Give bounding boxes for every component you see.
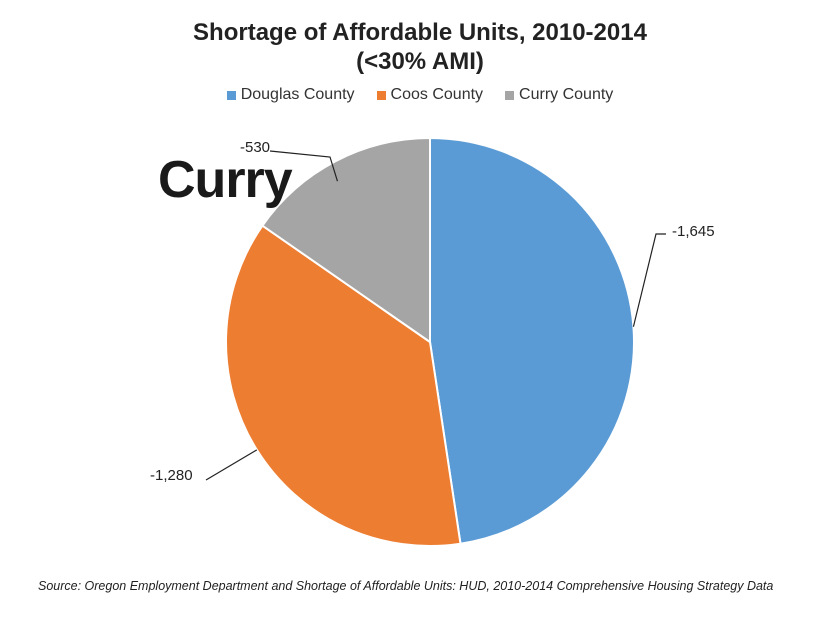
legend-label-coos: Coos County bbox=[390, 86, 484, 103]
source-note: Source: Oregon Employment Department and… bbox=[38, 579, 774, 593]
chart-subtitle: (<30% AMI) bbox=[356, 48, 484, 75]
pie-slice-curry bbox=[261, 136, 431, 344]
chart-legend: Douglas County Coos County Curry County bbox=[0, 86, 840, 104]
leader-line-douglas bbox=[632, 233, 666, 327]
legend-swatch-curry bbox=[505, 90, 515, 100]
data-label-curry: -530 bbox=[240, 139, 270, 156]
pie-slice-coos bbox=[225, 224, 462, 547]
legend-item-curry: Curry County bbox=[505, 86, 613, 104]
chart-title-main: Shortage of Affordable Units, 2010-2014 bbox=[193, 19, 647, 46]
leader-line-coos bbox=[205, 449, 258, 481]
leader-line-curry bbox=[269, 150, 339, 182]
legend-item-coos: Coos County bbox=[376, 86, 484, 104]
curry-annotation: Curry bbox=[158, 151, 293, 209]
data-label-coos: -1,280 bbox=[150, 467, 193, 484]
legend-swatch-douglas bbox=[226, 90, 236, 100]
pie-slice-douglas bbox=[429, 136, 635, 545]
legend-item-douglas: Douglas County bbox=[226, 86, 355, 104]
legend-label-douglas: Douglas County bbox=[240, 86, 355, 103]
legend-swatch-coos bbox=[376, 90, 386, 100]
data-label-douglas: -1,645 bbox=[672, 223, 715, 240]
legend-label-curry: Curry County bbox=[519, 86, 614, 103]
chart-title: Shortage of Affordable Units, 2010-2014 … bbox=[0, 18, 840, 76]
